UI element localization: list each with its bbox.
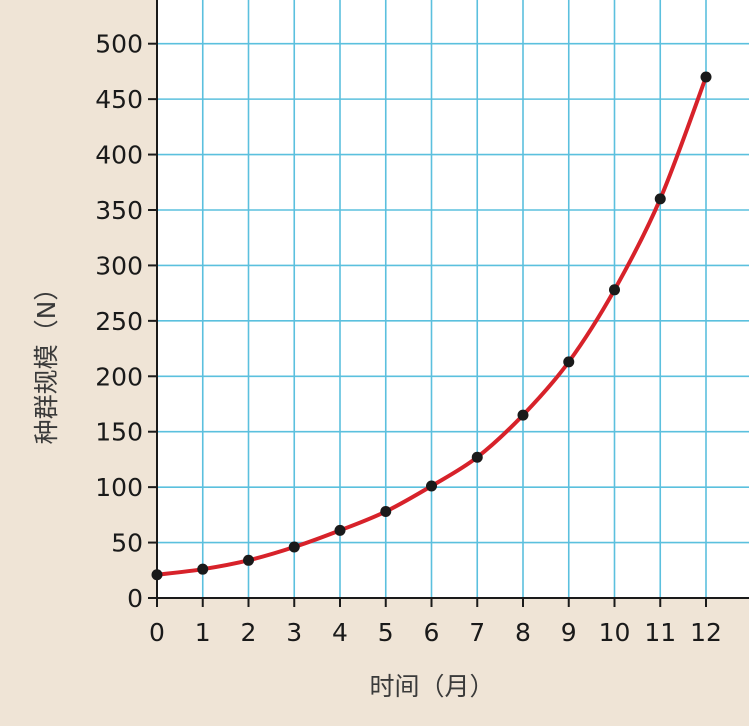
y-axis-title: 种群规模（N） — [32, 276, 61, 445]
y-tick-label: 500 — [95, 30, 143, 59]
grid-lines — [157, 0, 749, 598]
y-tick-label: 0 — [127, 584, 143, 613]
y-tick-label: 200 — [95, 362, 143, 391]
data-point — [151, 569, 163, 581]
data-point — [563, 356, 575, 368]
data-point — [517, 409, 529, 421]
x-tick-label: 11 — [644, 618, 676, 647]
x-tick-label: 8 — [515, 618, 531, 647]
x-tick-label: 7 — [469, 618, 485, 647]
axis-labels: 时间（月） 种群规模（N） — [32, 276, 495, 701]
data-points — [151, 71, 712, 581]
data-point — [380, 506, 392, 518]
x-tick-label: 3 — [286, 618, 302, 647]
y-tick-label: 150 — [95, 418, 143, 447]
x-tick-label: 4 — [332, 618, 348, 647]
data-point — [288, 541, 300, 553]
x-tick-label: 1 — [195, 618, 211, 647]
x-tick-label: 5 — [378, 618, 394, 647]
x-tick-label: 2 — [241, 618, 257, 647]
y-tick-label: 400 — [95, 141, 143, 170]
x-tick-label: 9 — [561, 618, 577, 647]
data-point — [700, 71, 712, 83]
data-point — [334, 524, 346, 536]
data-point — [471, 451, 483, 463]
y-tick-label: 350 — [95, 196, 143, 225]
data-point — [426, 480, 437, 492]
data-point — [654, 193, 666, 205]
data-point — [197, 563, 209, 575]
x-tick-label: 0 — [149, 618, 165, 647]
data-point — [609, 284, 620, 296]
x-tick-label: 12 — [690, 618, 722, 647]
x-tick-label: 10 — [599, 618, 631, 647]
y-tick-label: 50 — [111, 529, 143, 558]
x-axis-title: 时间（月） — [369, 672, 494, 701]
data-point — [243, 554, 254, 566]
y-tick-label: 300 — [95, 251, 143, 280]
y-tick-label: 450 — [95, 85, 143, 114]
x-tick-label: 6 — [424, 618, 440, 647]
y-tick-label: 100 — [95, 473, 143, 502]
y-tick-label: 250 — [95, 307, 143, 336]
